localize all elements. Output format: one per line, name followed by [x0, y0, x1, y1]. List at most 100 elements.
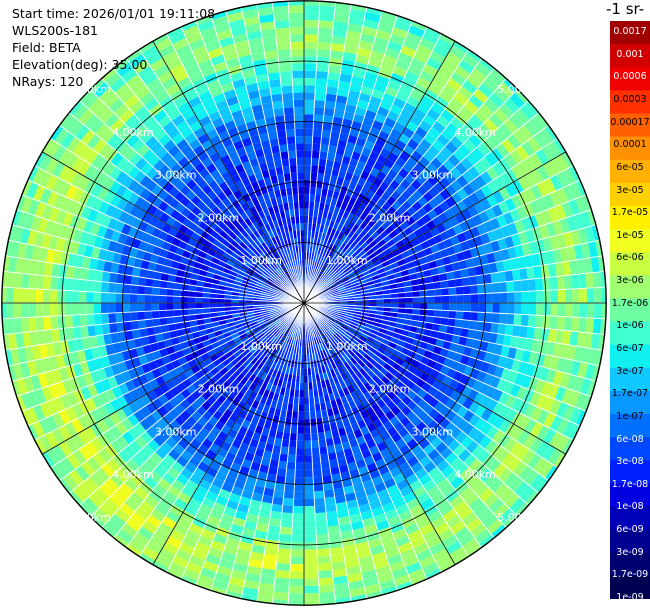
gate-cell [380, 471, 393, 483]
gate-cell [257, 387, 266, 396]
gate-cell [265, 319, 273, 325]
gate-cell [251, 544, 266, 554]
gate-cell [336, 508, 350, 519]
gate-cell [324, 100, 336, 110]
gate-cell [318, 327, 324, 335]
gate-cell [154, 357, 165, 368]
gate-cell [252, 431, 262, 442]
gate-cell [325, 437, 335, 447]
gate-cell [358, 202, 368, 212]
gate-cell [276, 467, 287, 477]
gate-cell [566, 374, 578, 391]
gate-cell [425, 282, 434, 291]
gate-cell [144, 457, 159, 471]
gate-cell [79, 314, 88, 327]
gate-cell [316, 541, 330, 550]
gate-cell [308, 382, 314, 390]
gate-cell [131, 453, 145, 468]
gate-cell [535, 440, 550, 458]
gate-cell [65, 152, 79, 169]
gate-cell [196, 280, 205, 288]
gate-cell [41, 357, 52, 373]
gate-cell [313, 483, 324, 492]
gate-cell [231, 299, 239, 303]
gate-cell [292, 338, 297, 346]
gate-cell [175, 426, 188, 438]
gate-cell [488, 262, 498, 274]
gate-cell [331, 325, 338, 333]
gate-cell [563, 231, 574, 248]
gate-cell [326, 518, 340, 527]
gate-cell [363, 214, 373, 224]
gate-cell [151, 310, 160, 319]
gate-cell [444, 103, 460, 117]
gate-cell [568, 198, 581, 216]
gate-cell [334, 267, 342, 274]
gate-cell [419, 555, 436, 569]
gate-cell [425, 27, 442, 38]
gate-cell [529, 437, 543, 454]
gate-cell [115, 303, 123, 313]
gate-cell [341, 155, 352, 165]
gate-cell [282, 505, 294, 514]
gate-cell [329, 546, 344, 556]
gate-cell [363, 244, 372, 253]
gate-cell [426, 108, 441, 121]
gate-cell [26, 181, 39, 199]
gate-cell [426, 253, 436, 263]
gate-cell [371, 243, 381, 252]
gate-cell [239, 345, 248, 354]
gate-cell [518, 124, 534, 141]
gate-cell [511, 426, 525, 442]
gate-cell [28, 288, 36, 303]
gate-cell [139, 405, 152, 419]
gate-cell [355, 379, 364, 389]
gate-cell [340, 346, 348, 354]
gate-cell [319, 239, 325, 248]
gate-cell [313, 321, 319, 329]
gate-cell [195, 510, 210, 522]
gate-cell [333, 487, 345, 497]
gate-cell [224, 303, 232, 308]
gate-cell [35, 288, 43, 303]
gate-cell [423, 89, 439, 103]
gate-cell [262, 338, 270, 347]
gate-cell [304, 535, 317, 543]
gate-cell [376, 306, 384, 312]
gate-cell [416, 327, 425, 335]
gate-cell [251, 492, 264, 502]
gate-cell [369, 544, 385, 556]
gate-cell [310, 418, 317, 427]
gate-cell [535, 315, 544, 328]
gate-cell [329, 314, 338, 320]
gate-cell [86, 280, 95, 292]
gate-cell [98, 248, 108, 261]
gate-cell [335, 176, 345, 186]
gate-cell [569, 181, 582, 199]
gate-cell [414, 467, 428, 480]
gate-cell [587, 380, 596, 397]
gate-cell [121, 161, 135, 175]
gate-cell [272, 336, 279, 345]
gate-cell [133, 257, 143, 269]
gate-cell [236, 548, 252, 559]
gate-cell [575, 196, 588, 214]
gate-cell [453, 91, 469, 106]
gate-cell [239, 356, 248, 365]
gate-cell [317, 280, 324, 287]
gate-cell [569, 424, 580, 441]
gate-cell [458, 259, 468, 270]
gate-cell [382, 540, 398, 552]
gate-cell [454, 382, 466, 394]
gate-cell [87, 208, 99, 223]
gate-cell [216, 350, 225, 359]
gate-cell [271, 316, 279, 322]
gate-cell [405, 561, 423, 575]
gate-cell [583, 332, 593, 349]
gate-cell [383, 437, 395, 448]
gate-cell [155, 219, 166, 231]
gate-cell [220, 441, 232, 452]
gate-cell [352, 332, 361, 339]
gate-cell [93, 102, 109, 119]
gate-cell [528, 290, 537, 303]
